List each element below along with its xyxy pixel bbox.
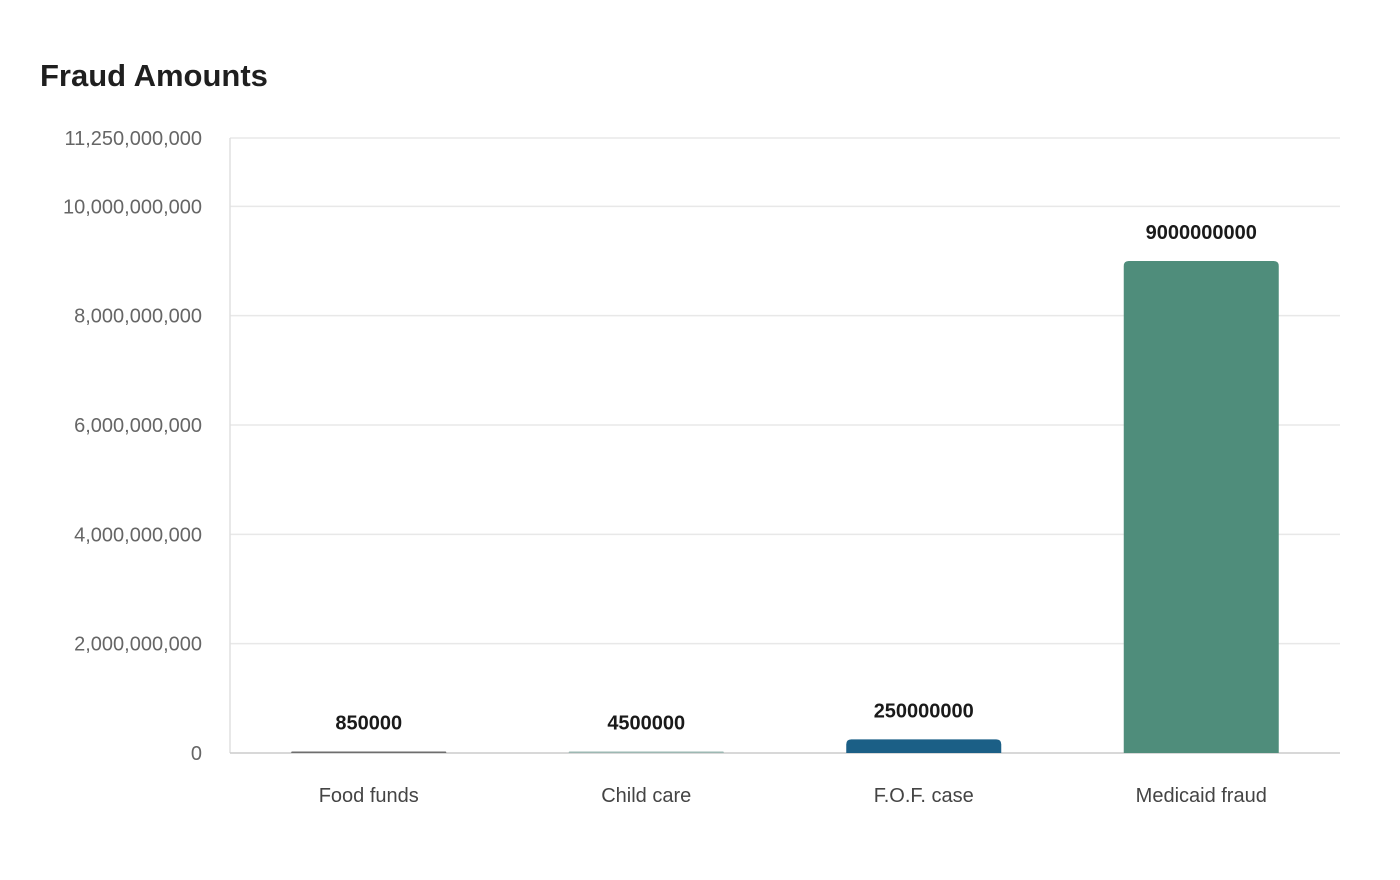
data-label: 250000000: [874, 700, 974, 722]
data-label: 4500000: [607, 713, 685, 735]
gridlines: [230, 137, 1340, 645]
x-category-label: F.O.F. case: [874, 785, 974, 807]
y-tick-label: 4,000,000,000: [74, 524, 202, 546]
data-label: 850000: [335, 713, 402, 735]
x-category-label: Medicaid fraud: [1136, 785, 1267, 807]
bar-child-care: [568, 751, 724, 753]
bar-f-o-f-case: [846, 739, 1002, 753]
y-tick-label: 8,000,000,000: [74, 306, 202, 328]
x-category-label: Child care: [601, 785, 691, 807]
y-tick-label: 11,250,000,000: [64, 128, 202, 150]
y-tick-label: 6,000,000,000: [74, 415, 202, 437]
bars: [291, 261, 1279, 753]
x-category-label: Food funds: [319, 785, 419, 807]
bar-food-funds: [291, 751, 447, 753]
y-tick-label: 10,000,000,000: [63, 196, 202, 218]
x-axis-categories: Food funds Child care F.O.F. case Medicaid …: [319, 785, 1267, 807]
data-label: 9000000000: [1146, 222, 1257, 244]
y-tick-label: 0: [191, 743, 202, 765]
data-labels: 850000 4500000 250000000 9000000000: [335, 222, 1256, 735]
chart-title: Fraud Amounts: [40, 58, 268, 93]
y-tick-label: 2,000,000,000: [74, 634, 202, 656]
y-axis-ticks: 0 2,000,000,000 4,000,000,000 6,000,000,000…: [63, 128, 202, 765]
bar-medicaid-fraud: [1123, 261, 1279, 753]
